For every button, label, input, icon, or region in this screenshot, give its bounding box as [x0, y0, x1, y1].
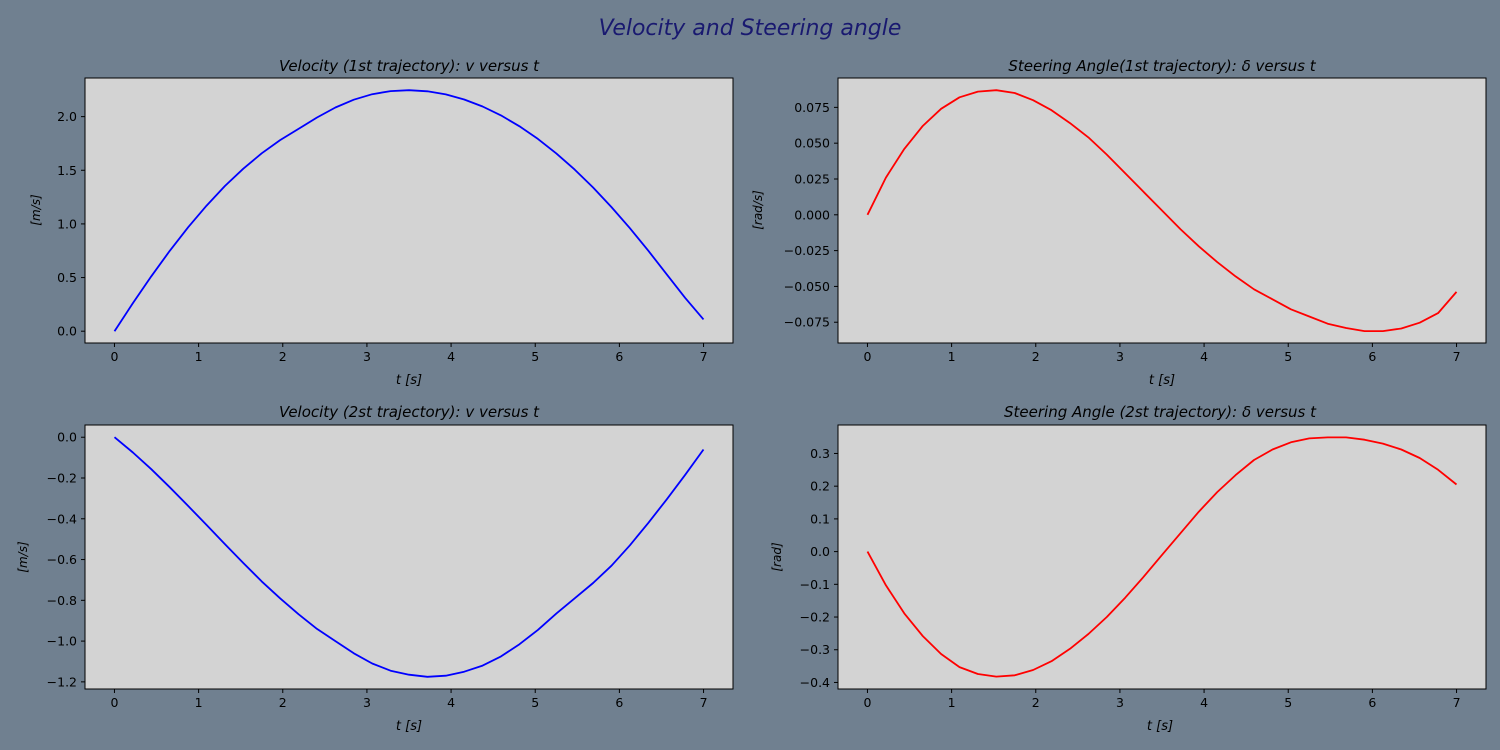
- ticks-layer: 0 1 2 3 4 5 6 7 −0.4 −0.3 −0.2 −0.1 0.0 0.1 0.2 0.3: [800, 446, 1461, 710]
- series-line: [113, 89, 705, 332]
- series-line: [866, 89, 1458, 333]
- y-axis-label: [rad]: [770, 542, 784, 572]
- x-tick-label: 5: [531, 695, 539, 710]
- plot-area: [838, 425, 1486, 689]
- x-tick-label: 5: [531, 349, 539, 364]
- x-tick-label: 6: [1368, 349, 1376, 364]
- x-tick-label: 6: [615, 695, 623, 710]
- y-tick-label: 0.0: [57, 430, 77, 445]
- y-tick-label: −1.0: [47, 634, 77, 649]
- x-tick-label: 0: [110, 695, 118, 710]
- y-tick-label: −0.4: [800, 675, 830, 690]
- series-layer: [866, 89, 1458, 333]
- x-tick-label: 2: [279, 695, 287, 710]
- x-tick-label: 7: [700, 695, 708, 710]
- x-tick-label: 0: [110, 349, 118, 364]
- y-tick-label: −1.2: [47, 674, 77, 689]
- y-axis-label: [rad/s]: [751, 190, 765, 230]
- panel-title: Velocity (1st trajectory): v versus t: [279, 57, 540, 75]
- plot-frame: [84, 77, 734, 344]
- y-tick-label: 0.0: [57, 324, 77, 339]
- y-tick-label: 0.075: [794, 100, 830, 115]
- x-tick-label: 3: [1116, 695, 1124, 710]
- series-line: [866, 436, 1458, 678]
- y-tick-label: 0.000: [794, 207, 830, 222]
- x-tick-label: 2: [1032, 695, 1040, 710]
- y-tick-label: −0.8: [47, 593, 77, 608]
- y-tick-label: 1.0: [57, 216, 77, 231]
- y-tick-label: −0.025: [784, 243, 830, 258]
- x-tick-label: 4: [447, 695, 455, 710]
- x-tick-label: 3: [363, 349, 371, 364]
- panel-velocity-1: Velocity (1st trajectory): v versus t t …: [29, 57, 734, 388]
- x-tick-label: 4: [1200, 349, 1208, 364]
- x-tick-label: 7: [1453, 695, 1461, 710]
- x-tick-label: 7: [1453, 349, 1461, 364]
- panel-velocity-2: Velocity (2st trajectory): v versus t t …: [16, 403, 734, 734]
- panel-steering-2: Steering Angle (2st trajectory): δ versu…: [770, 403, 1487, 734]
- panel-title: Velocity (2st trajectory): v versus t: [279, 403, 540, 421]
- plot-frame: [84, 424, 734, 690]
- ticks-layer: 0 1 2 3 4 5 6 7 0.0 0.5 1.0 1.5 2.0: [57, 109, 707, 364]
- y-tick-label: 0.025: [794, 171, 830, 186]
- x-axis-label: t [s]: [396, 373, 422, 388]
- x-axis-label: t [s]: [396, 719, 422, 734]
- y-tick-label: 0.050: [794, 136, 830, 151]
- x-axis-label: t [s]: [1149, 373, 1175, 388]
- y-tick-label: 1.5: [57, 163, 77, 178]
- y-tick-label: −0.1: [800, 577, 830, 592]
- panel-title: Steering Angle(1st trajectory): δ versus…: [1008, 57, 1316, 75]
- panel-title: Steering Angle (2st trajectory): δ versu…: [1004, 403, 1317, 421]
- plot-frame: [837, 424, 1487, 690]
- y-tick-label: 0.0: [810, 544, 830, 559]
- x-tick-label: 4: [447, 349, 455, 364]
- x-tick-label: 1: [948, 695, 956, 710]
- y-tick-label: 2.0: [57, 109, 77, 124]
- x-tick-label: 6: [1368, 695, 1376, 710]
- figure-title: Velocity and Steering angle: [599, 16, 902, 41]
- y-tick-label: 0.2: [810, 479, 830, 494]
- ticks-layer: 0 1 2 3 4 5 6 7 −1.2 −1.0 −0.8 −0.6 −0.4 −0.2 0.0: [47, 430, 708, 710]
- plot-area: [85, 78, 733, 343]
- y-tick-label: 0.1: [810, 511, 830, 526]
- x-tick-label: 2: [1032, 349, 1040, 364]
- series-layer: [113, 436, 705, 678]
- y-tick-label: −0.4: [47, 511, 77, 526]
- y-tick-label: 0.5: [57, 270, 77, 285]
- x-tick-label: 1: [948, 349, 956, 364]
- y-tick-label: −0.050: [784, 279, 830, 294]
- x-tick-label: 3: [363, 695, 371, 710]
- x-tick-label: 2: [279, 349, 287, 364]
- panel-steering-1: Steering Angle(1st trajectory): δ versus…: [751, 57, 1487, 388]
- series-layer: [866, 436, 1458, 678]
- y-tick-label: −0.3: [800, 642, 830, 657]
- x-tick-label: 1: [195, 695, 203, 710]
- x-tick-label: 0: [863, 349, 871, 364]
- y-tick-label: −0.6: [47, 552, 77, 567]
- x-tick-label: 5: [1284, 695, 1292, 710]
- y-tick-label: 0.3: [810, 446, 830, 461]
- x-tick-label: 0: [863, 695, 871, 710]
- y-axis-label: [m/s]: [29, 194, 43, 226]
- x-axis-label: t [s]: [1147, 719, 1173, 734]
- ticks-layer: 0 1 2 3 4 5 6 7 −0.075 −0.050 −0.025 0.000 0.025 0.05…: [784, 100, 1461, 364]
- y-axis-label: [m/s]: [16, 541, 30, 573]
- x-tick-label: 7: [700, 349, 708, 364]
- y-tick-label: −0.2: [47, 471, 77, 486]
- x-tick-label: 4: [1200, 695, 1208, 710]
- y-tick-label: −0.2: [800, 610, 830, 625]
- x-tick-label: 1: [195, 349, 203, 364]
- x-tick-label: 5: [1284, 349, 1292, 364]
- plot-area: [85, 425, 733, 689]
- x-tick-label: 3: [1116, 349, 1124, 364]
- series-line: [113, 436, 705, 678]
- x-tick-label: 6: [615, 349, 623, 364]
- series-layer: [113, 89, 705, 332]
- y-tick-label: −0.075: [784, 315, 830, 330]
- plot-frame: [837, 77, 1487, 344]
